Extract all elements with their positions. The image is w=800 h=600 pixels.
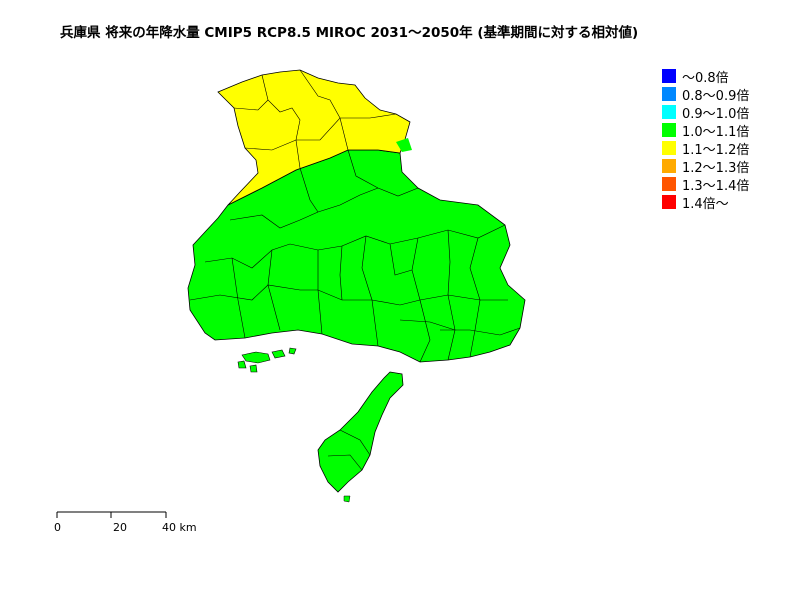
legend-label: 0.9〜1.0倍 [682,106,750,122]
legend-item: 1.4倍〜 [662,193,749,212]
legend-swatch [662,87,676,101]
legend-item: 1.0〜1.1倍 [662,121,750,140]
legend: 〜0.8倍 0.8〜0.9倍 0.9〜1.0倍 1.0〜1.1倍 1.1〜1.2… [662,67,750,212]
legend-label: 1.1〜1.2倍 [682,142,750,158]
awaji-boundaries [327,429,371,471]
legend-swatch [662,177,676,191]
legend-swatch [662,195,676,209]
legend-label: 0.8〜0.9倍 [682,88,750,104]
legend-item: 1.2〜1.3倍 [662,157,750,176]
legend-label: 1.0〜1.1倍 [682,124,750,140]
scale-tick-0: 0 [54,521,61,534]
awaji-islet [343,495,351,503]
map-title: 兵庫県 将来の年降水量 CMIP5 RCP8.5 MIROC 2031〜2050… [60,25,639,41]
scale-bar [56,511,167,518]
legend-swatch [662,105,676,119]
mainland-green-region [187,149,526,363]
scale-tick-20: 20 [113,521,127,534]
legend-item: 〜0.8倍 [662,67,749,86]
small-islands [237,347,297,373]
municipal-boundaries [189,69,521,363]
legend-item: 0.8〜0.9倍 [662,85,750,104]
legend-item: 1.1〜1.2倍 [662,139,750,158]
legend-label: 〜0.8倍 [682,70,729,86]
ne-green-patch [396,138,412,152]
scale-tick-40km: 40 km [162,521,197,534]
mainland-yellow-region [217,69,411,206]
legend-swatch [662,159,676,173]
legend-swatch [662,69,676,83]
legend-swatch [662,141,676,155]
legend-label: 1.4倍〜 [682,196,729,212]
legend-item: 0.9〜1.0倍 [662,103,750,122]
legend-label: 1.2〜1.3倍 [682,160,750,176]
legend-item: 1.3〜1.4倍 [662,175,750,194]
legend-label: 1.3〜1.4倍 [682,178,750,194]
awaji-island [317,371,404,493]
legend-swatch [662,123,676,137]
